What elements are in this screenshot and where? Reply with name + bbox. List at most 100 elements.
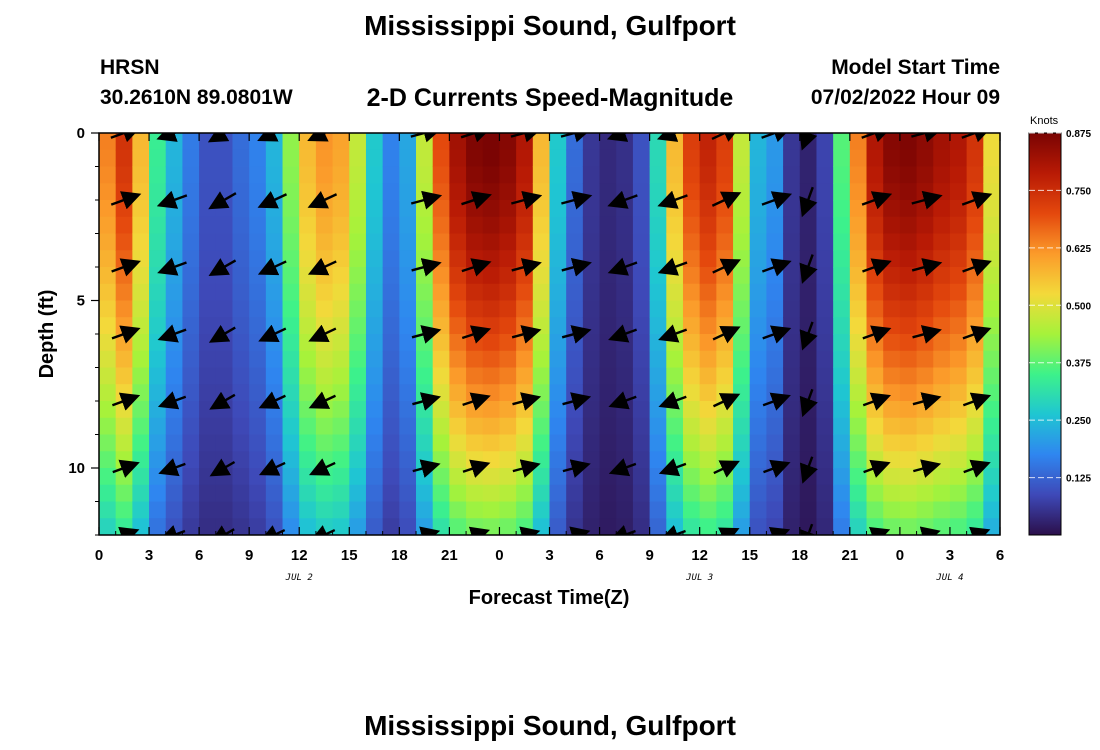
- current-vector-arrow: [712, 325, 741, 344]
- heatmap-cell: [315, 417, 334, 436]
- heatmap-cell: [182, 350, 200, 369]
- heatmap-cell: [199, 166, 217, 184]
- heatmap-cell: [249, 401, 267, 419]
- heatmap-cell: [149, 250, 167, 268]
- heatmap-cell: [182, 401, 200, 419]
- heatmap-cell: [265, 367, 284, 385]
- heatmap-cell: [349, 468, 367, 486]
- heatmap-cell: [365, 166, 384, 184]
- heatmap-cell: [249, 484, 267, 503]
- heatmap-cell: [733, 434, 751, 452]
- heatmap-cell: [199, 200, 217, 218]
- current-vector-arrow: [761, 133, 793, 143]
- heatmap-cell: [849, 317, 868, 335]
- current-vector-arrow: [861, 191, 893, 210]
- heatmap-cell: [599, 283, 617, 302]
- heatmap-cell: [165, 350, 184, 369]
- heatmap-cell: [365, 417, 384, 436]
- heatmap-cell: [699, 401, 717, 419]
- current-vector-arrow: [569, 526, 591, 535]
- heatmap-cell: [232, 216, 250, 235]
- heatmap-cell: [599, 434, 617, 452]
- heatmap-cell: [632, 518, 651, 535]
- heatmap-cell: [449, 233, 467, 251]
- heatmap-cell: [516, 484, 534, 503]
- heatmap-cell: [432, 501, 450, 519]
- heatmap-cell: [949, 233, 968, 251]
- heatmap-cell: [899, 417, 918, 436]
- current-vector-arrow: [658, 324, 688, 343]
- current-vector-arrow: [561, 325, 592, 344]
- date-label: JUL 4: [935, 573, 963, 583]
- heatmap-cell: [983, 501, 1000, 519]
- heatmap-cell: [199, 518, 217, 535]
- current-vector-arrow: [800, 523, 819, 535]
- heatmap-cell: [699, 434, 717, 452]
- heatmap-cell: [199, 317, 217, 335]
- heatmap-cell: [799, 434, 818, 452]
- heatmap-cell: [649, 183, 667, 201]
- heatmap-cell: [833, 250, 851, 268]
- heatmap-cell: [983, 233, 1000, 251]
- heatmap-cell: [966, 283, 984, 302]
- heatmap-cell: [699, 183, 717, 201]
- heatmap-cell: [249, 267, 267, 285]
- heatmap-cell: [115, 434, 133, 452]
- heatmap-cell: [282, 451, 300, 469]
- heatmap-cell: [449, 250, 467, 268]
- heatmap-cell: [499, 149, 517, 168]
- heatmap-cell: [482, 367, 501, 385]
- heatmap-cell: [182, 367, 200, 385]
- heatmap-cell: [816, 216, 834, 235]
- heatmap-cell: [516, 367, 534, 385]
- heatmap-cell: [132, 384, 150, 402]
- current-vector-arrow: [761, 191, 793, 210]
- heatmap-cell: [733, 166, 751, 184]
- heatmap-cell: [616, 484, 634, 503]
- heatmap-cell: [382, 401, 400, 419]
- current-vector-arrow: [609, 525, 636, 535]
- heatmap-cell: [749, 250, 768, 268]
- heatmap-cell: [649, 484, 667, 503]
- current-vector-arrow: [713, 460, 740, 478]
- heatmap-cell: [816, 501, 834, 519]
- heatmap-cell: [749, 283, 768, 302]
- heatmap-cell: [799, 233, 818, 251]
- heatmap-cell: [766, 166, 784, 184]
- heatmap-cell: [783, 434, 801, 452]
- heatmap-cell: [349, 417, 367, 436]
- current-vector-arrow: [111, 392, 141, 411]
- heatmap-cell: [833, 434, 851, 452]
- heatmap-cell: [716, 367, 734, 385]
- station-id: HRSN: [100, 56, 160, 79]
- current-vector-arrow: [307, 190, 338, 209]
- heatmap-cell: [616, 166, 634, 184]
- current-vector-arrow: [962, 258, 992, 277]
- heatmap-cell: [733, 367, 751, 385]
- heatmap-cell: [99, 216, 117, 235]
- heatmap-cell: [249, 334, 267, 352]
- heatmap-cell: [849, 300, 868, 318]
- heatmap-cell: [132, 267, 150, 285]
- heatmap-cell: [749, 468, 768, 486]
- heatmap-cell: [983, 417, 1000, 436]
- heatmap-cell: [849, 434, 868, 452]
- current-vector-arrow: [510, 133, 543, 143]
- current-vector-arrow: [111, 325, 141, 344]
- heatmap-cell: [549, 401, 567, 419]
- heatmap-cell: [332, 401, 350, 419]
- heatmap-cell: [582, 283, 601, 302]
- heatmap-cell: [332, 417, 350, 436]
- heatmap-cell: [599, 451, 617, 469]
- heatmap-cell: [699, 317, 717, 335]
- current-vector-arrow: [608, 324, 638, 343]
- heatmap-cell: [149, 350, 167, 369]
- heatmap-cell: [349, 283, 367, 302]
- heatmap-cell: [132, 484, 150, 503]
- heatmap-cell: [983, 350, 1000, 369]
- heatmap-cell: [499, 317, 517, 335]
- heatmap-cell: [799, 300, 818, 318]
- heatmap-cell: [149, 434, 167, 452]
- heatmap-cell: [749, 451, 768, 469]
